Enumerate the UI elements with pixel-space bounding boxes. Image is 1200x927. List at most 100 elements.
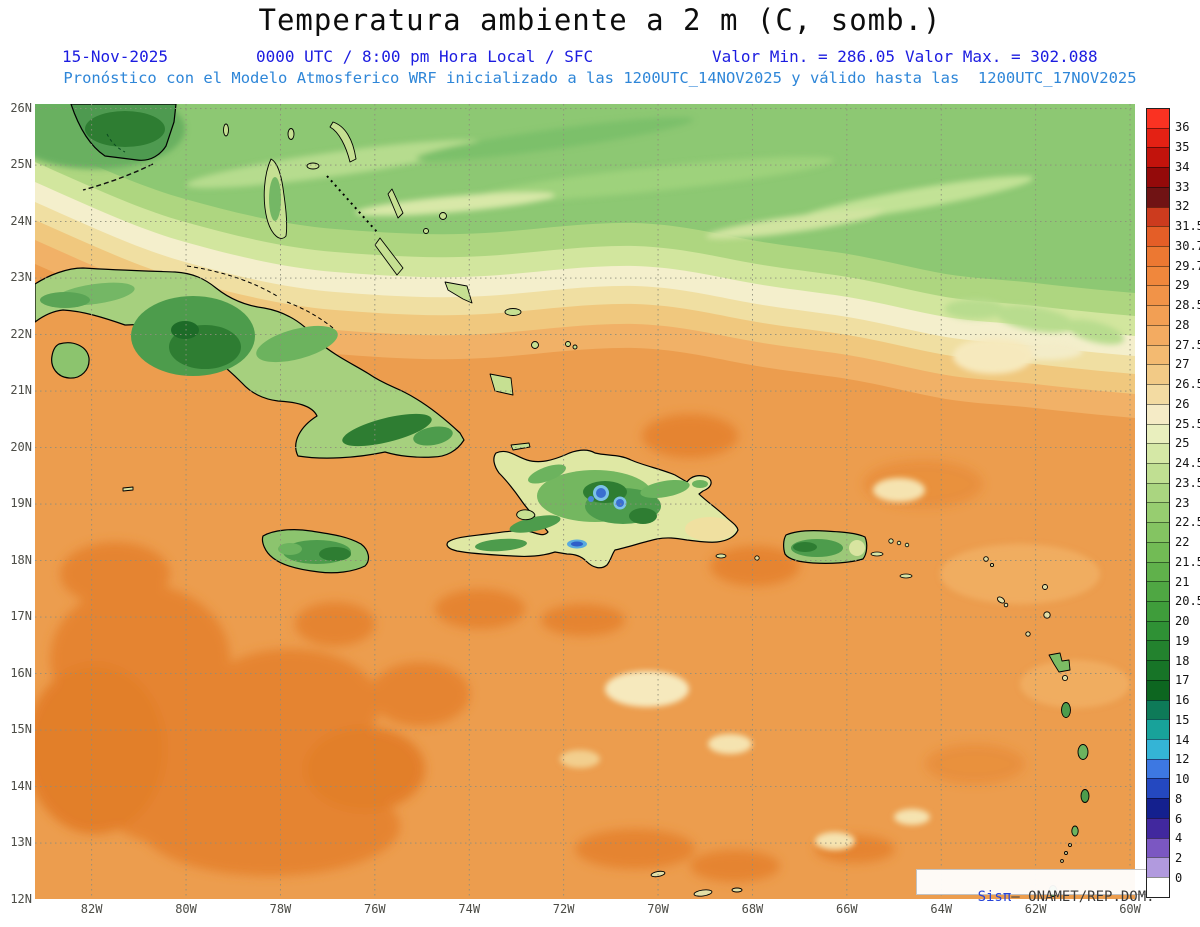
colorbar-segment	[1147, 186, 1169, 207]
colorbar-segment	[1147, 719, 1169, 739]
colorbar-label: 14	[1175, 732, 1190, 747]
island-mona	[754, 555, 760, 561]
colorbar-segment	[1147, 109, 1169, 128]
colorbar-segment	[1147, 739, 1169, 759]
lon-label: 70W	[647, 902, 669, 916]
colorbar-label: 17	[1175, 673, 1190, 688]
model-info: Pronóstico con el Modelo Atmosferico WRF…	[63, 69, 1137, 87]
colorbar-segment	[1147, 679, 1169, 700]
colorbar-segment	[1147, 660, 1169, 680]
island-dominica	[1061, 702, 1071, 718]
colorbar-segment	[1147, 305, 1169, 325]
colorbar-segment	[1147, 522, 1169, 542]
colorbar-segment	[1147, 226, 1169, 247]
island-florida	[70, 104, 177, 191]
colorbar-segment	[1147, 699, 1169, 720]
colorbar-label: 18	[1175, 653, 1190, 668]
colorbar-segment	[1147, 285, 1169, 306]
latitude-axis: 26N 25N 24N 23N 22N 21N 20N 19N 18N 17N 16N 15N 14N 1…	[4, 100, 32, 906]
colorbar-segment	[1147, 877, 1169, 897]
island-st-lucia	[1080, 789, 1090, 803]
colorbar-label: 26	[1175, 396, 1190, 411]
colorbar-segment	[1147, 246, 1169, 266]
island-hispaniola	[446, 442, 739, 569]
lat-label: 24N	[10, 213, 32, 228]
colorbar-segment	[1147, 817, 1169, 838]
forecast-date: 15-Nov-2025	[62, 47, 168, 66]
cold-spots	[567, 485, 627, 549]
colorbar-label: 23	[1175, 495, 1190, 510]
colorbar-label: 26.5	[1175, 377, 1200, 391]
colorbar-segment	[1147, 384, 1169, 404]
colorbar-label: 21	[1175, 574, 1190, 589]
colorbar-label: 16	[1175, 693, 1190, 707]
colorbar-label: 25	[1175, 436, 1190, 451]
lat-label: 26N	[10, 100, 32, 115]
islands-bahamas	[223, 121, 578, 396]
lon-label: 68W	[741, 902, 764, 916]
colorbar-segment	[1147, 127, 1169, 148]
colorbar-label: 22	[1175, 535, 1190, 549]
colorbar-segment	[1147, 423, 1169, 444]
colorbar-label: 4	[1175, 831, 1183, 846]
colorbar-segment	[1147, 482, 1169, 503]
colorbar	[1146, 108, 1170, 898]
lon-label: 64W	[930, 902, 953, 916]
island-puerto-rico	[754, 530, 913, 579]
lat-label: 17N	[10, 609, 32, 624]
colorbar-label: 6	[1175, 811, 1183, 826]
island-cayman	[122, 486, 134, 492]
watermark-logo: Sisπ	[977, 889, 1012, 905]
colorbar-segment	[1147, 778, 1169, 799]
island-jamaica	[261, 529, 370, 574]
lon-label: 62W	[1024, 902, 1047, 916]
colorbar-segment	[1147, 344, 1169, 365]
colorbar-segment	[1147, 561, 1169, 582]
colorbar-label: 12	[1175, 752, 1190, 767]
colorbar-label: 2	[1175, 851, 1183, 865]
colorbar-label: 27	[1175, 357, 1190, 372]
lat-label: 19N	[10, 496, 32, 511]
colorbar-label: 0	[1175, 870, 1183, 885]
lat-label: 12N	[10, 891, 32, 906]
lat-label: 13N	[10, 835, 32, 850]
pale-sea-pockets	[560, 338, 1130, 850]
colorbar-segment	[1147, 758, 1169, 779]
lon-label: 82W	[80, 902, 103, 916]
colorbar-segment	[1147, 265, 1169, 286]
colorbar-label: 25.5	[1175, 416, 1200, 431]
cuba-north-cays	[186, 265, 278, 297]
island-gonave	[516, 509, 536, 521]
islands	[35, 104, 1090, 897]
lat-label: 20N	[10, 439, 32, 454]
colorbar-label: 36	[1175, 120, 1190, 135]
colorbar-segment	[1147, 167, 1169, 187]
lon-label: 60W	[1119, 902, 1141, 916]
island-martinique	[1077, 744, 1089, 760]
colorbar-label: 27.5	[1175, 337, 1200, 352]
colorbar-segment	[1147, 600, 1169, 621]
watermark-text: – ONAMET/REP.DOM.	[1011, 889, 1155, 905]
colorbar-segment	[1147, 857, 1169, 878]
florida-keys	[82, 163, 154, 191]
island-guadeloupe	[1048, 652, 1071, 673]
colorbar-label: 28.5	[1175, 298, 1200, 312]
lat-label: 16N	[10, 665, 32, 680]
longitude-axis: 82W 80W 78W 76W 74W 72W 70W 68W 66W 64W 62W 60W	[35, 902, 1141, 920]
lat-label: 15N	[10, 722, 32, 737]
temperature-map-svg	[35, 104, 1135, 899]
lat-label: 22N	[10, 326, 32, 341]
colorbar-label: 21.5	[1175, 554, 1200, 569]
islands-abc	[650, 870, 743, 897]
value-max: Valor Max. = 302.088	[905, 47, 1098, 66]
colorbar-segment	[1147, 364, 1169, 385]
colorbar-label: 33	[1175, 179, 1190, 194]
colorbar-label: 29.7	[1175, 258, 1200, 273]
colorbar-label: 30.7	[1175, 238, 1200, 253]
lat-label: 25N	[10, 157, 32, 172]
colorbar-segment	[1147, 403, 1169, 424]
lon-label: 74W	[458, 902, 481, 916]
colorbar-label: 24.5	[1175, 456, 1200, 470]
page-title: Temperatura ambiente a 2 m (C, somb.)	[258, 3, 942, 37]
